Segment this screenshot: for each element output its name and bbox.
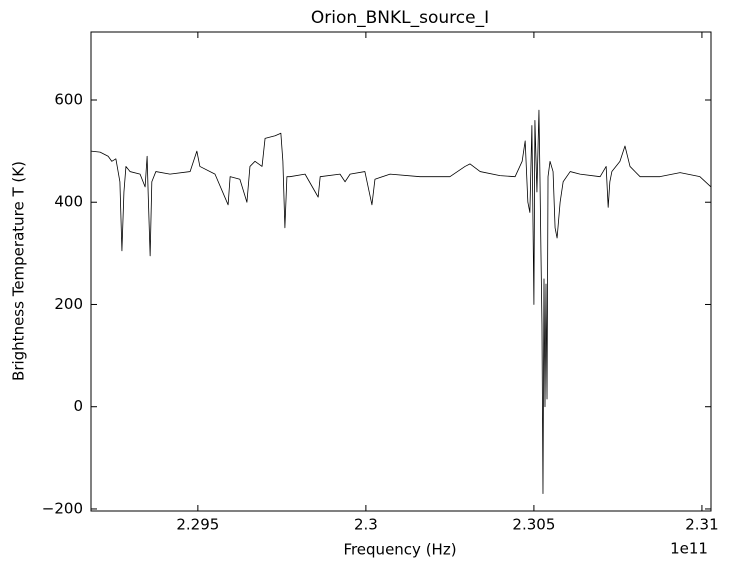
x-offset-label: 1e11 <box>670 540 708 558</box>
x-tick-label: 2.305 <box>512 516 555 534</box>
x-tick-label: 2.3 <box>354 516 378 534</box>
x-tick-label: 2.295 <box>176 516 219 534</box>
spectrum-line <box>90 109 712 495</box>
y-tick-label: −200 <box>42 499 83 517</box>
chart-title: Orion_BNKL_source_I <box>311 8 489 28</box>
plot-frame <box>90 31 712 512</box>
y-tick-label: 200 <box>54 295 83 313</box>
x-tick-label: 2.31 <box>685 516 718 534</box>
y-tick-label: 400 <box>54 193 83 211</box>
x-axis-label: Frequency (Hz) <box>343 541 456 559</box>
y-tick-label: 600 <box>54 90 83 108</box>
y-tick-label: 0 <box>73 397 83 415</box>
y-axis-label: Brightness Temperature T (K) <box>10 161 28 381</box>
